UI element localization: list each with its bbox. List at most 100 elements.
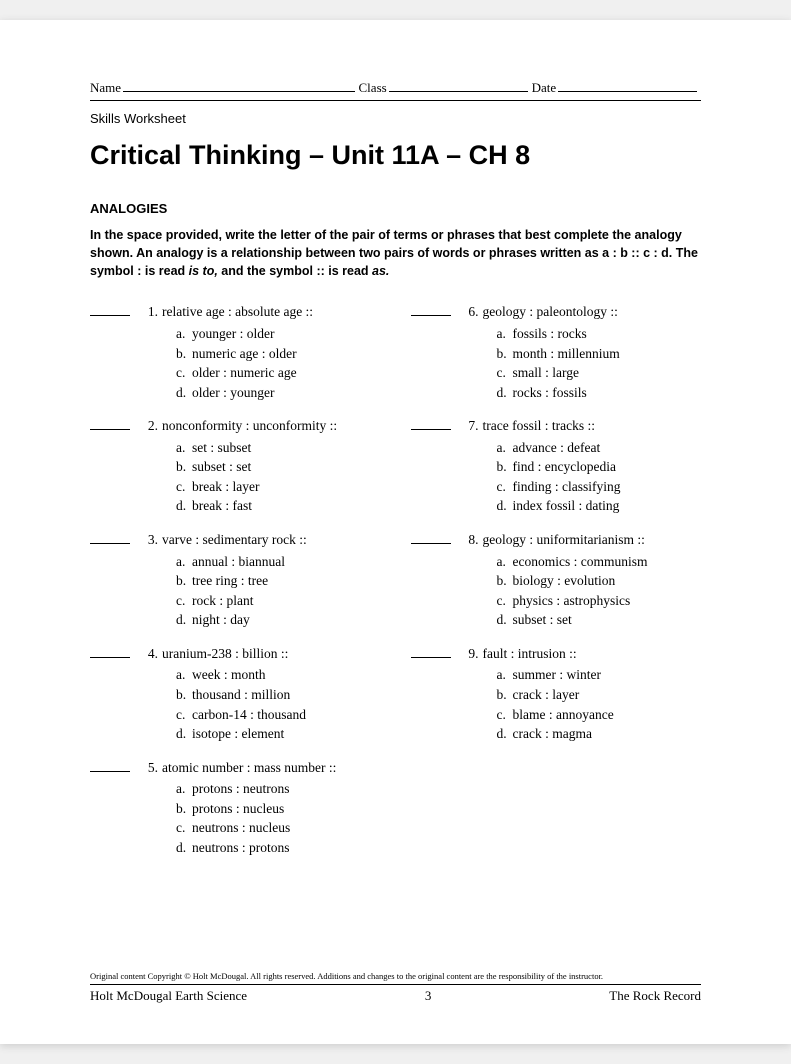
option-row: c.small : large xyxy=(497,363,702,383)
option-letter: b. xyxy=(176,685,192,705)
class-line[interactable] xyxy=(389,80,528,92)
right-column: 6.geology : paleontology ::a.fossils : r… xyxy=(411,302,702,871)
question-number: 3. xyxy=(140,530,158,630)
option-row: d.older : younger xyxy=(176,383,381,403)
option-row: b.protons : nucleus xyxy=(176,799,381,819)
option-letter: c. xyxy=(176,363,192,383)
option-row: a.week : month xyxy=(176,665,381,685)
footer: Original content Copyright © Holt McDoug… xyxy=(90,971,701,1004)
option-text: economics : communism xyxy=(513,552,648,572)
option-text: neutrons : nucleus xyxy=(192,818,290,838)
option-text: set : subset xyxy=(192,438,251,458)
option-text: older : younger xyxy=(192,383,274,403)
answer-blank[interactable] xyxy=(90,530,130,544)
option-letter: a. xyxy=(497,665,513,685)
option-text: night : day xyxy=(192,610,250,630)
header-rule xyxy=(90,100,701,101)
option-text: rocks : fossils xyxy=(513,383,587,403)
option-letter: c. xyxy=(176,477,192,497)
option-row: a.set : subset xyxy=(176,438,381,458)
option-text: break : fast xyxy=(192,496,252,516)
question: 4.uranium-238 : billion ::a.week : month… xyxy=(90,644,381,744)
option-row: b.biology : evolution xyxy=(497,571,702,591)
question-columns: 1.relative age : absolute age ::a.younge… xyxy=(90,302,701,871)
option-letter: c. xyxy=(176,591,192,611)
page-title: Critical Thinking – Unit 11A – CH 8 xyxy=(90,140,701,171)
option-row: d.crack : magma xyxy=(497,724,702,744)
option-letter: b. xyxy=(176,571,192,591)
option-letter: b. xyxy=(497,571,513,591)
date-line[interactable] xyxy=(558,80,697,92)
answer-blank[interactable] xyxy=(411,530,451,544)
answer-blank[interactable] xyxy=(411,416,451,430)
question-number: 1. xyxy=(140,302,158,402)
option-text: blame : annoyance xyxy=(513,705,614,725)
option-text: summer : winter xyxy=(513,665,601,685)
footer-row: Holt McDougal Earth Science 3 The Rock R… xyxy=(90,988,701,1004)
option-row: d.index fossil : dating xyxy=(497,496,702,516)
option-row: c.physics : astrophysics xyxy=(497,591,702,611)
option-letter: a. xyxy=(497,324,513,344)
options-list: a.younger : olderb.numeric age : olderc.… xyxy=(162,324,381,402)
option-row: a.economics : communism xyxy=(497,552,702,572)
option-row: b.find : encyclopedia xyxy=(497,457,702,477)
question: 1.relative age : absolute age ::a.younge… xyxy=(90,302,381,402)
answer-blank[interactable] xyxy=(90,302,130,316)
option-letter: a. xyxy=(497,438,513,458)
question-stem: atomic number : mass number :: xyxy=(162,758,381,778)
question: 6.geology : paleontology ::a.fossils : r… xyxy=(411,302,702,402)
option-text: subset : set xyxy=(513,610,572,630)
worksheet-page: Name Class Date Skills Worksheet Critica… xyxy=(0,20,791,1044)
option-text: advance : defeat xyxy=(513,438,601,458)
option-text: index fossil : dating xyxy=(513,496,620,516)
left-column: 1.relative age : absolute age ::a.younge… xyxy=(90,302,381,871)
option-row: d.isotope : element xyxy=(176,724,381,744)
option-letter: c. xyxy=(497,591,513,611)
question-body: trace fossil : tracks ::a.advance : defe… xyxy=(483,416,702,516)
question: 7.trace fossil : tracks ::a.advance : de… xyxy=(411,416,702,516)
option-letter: b. xyxy=(497,344,513,364)
option-row: c.finding : classifying xyxy=(497,477,702,497)
question-body: fault : intrusion ::a.summer : winterb.c… xyxy=(483,644,702,744)
question-stem: uranium-238 : billion :: xyxy=(162,644,381,664)
option-row: b.thousand : million xyxy=(176,685,381,705)
option-letter: b. xyxy=(176,457,192,477)
option-text: thousand : million xyxy=(192,685,290,705)
option-text: carbon-14 : thousand xyxy=(192,705,306,725)
option-row: a.annual : biannual xyxy=(176,552,381,572)
option-row: c.blame : annoyance xyxy=(497,705,702,725)
option-text: numeric age : older xyxy=(192,344,297,364)
answer-blank[interactable] xyxy=(90,416,130,430)
option-text: annual : biannual xyxy=(192,552,285,572)
question-stem: varve : sedimentary rock :: xyxy=(162,530,381,550)
question-stem: geology : uniformitarianism :: xyxy=(483,530,702,550)
question-body: varve : sedimentary rock ::a.annual : bi… xyxy=(162,530,381,630)
option-letter: d. xyxy=(176,383,192,403)
skills-label: Skills Worksheet xyxy=(90,111,701,126)
footer-center: 3 xyxy=(425,988,432,1004)
option-text: protons : nucleus xyxy=(192,799,284,819)
question: 5.atomic number : mass number ::a.proton… xyxy=(90,758,381,858)
option-text: protons : neutrons xyxy=(192,779,290,799)
option-letter: a. xyxy=(176,779,192,799)
option-text: physics : astrophysics xyxy=(513,591,631,611)
option-text: isotope : element xyxy=(192,724,284,744)
option-row: a.fossils : rocks xyxy=(497,324,702,344)
option-row: d.break : fast xyxy=(176,496,381,516)
option-row: a.advance : defeat xyxy=(497,438,702,458)
option-row: c.rock : plant xyxy=(176,591,381,611)
section-heading: ANALOGIES xyxy=(90,201,701,216)
name-line[interactable] xyxy=(123,80,354,92)
question-number: 9. xyxy=(461,644,479,744)
option-row: c.older : numeric age xyxy=(176,363,381,383)
answer-blank[interactable] xyxy=(411,644,451,658)
question-number: 7. xyxy=(461,416,479,516)
answer-blank[interactable] xyxy=(90,758,130,772)
options-list: a.economics : communismb.biology : evolu… xyxy=(483,552,702,630)
option-letter: b. xyxy=(176,799,192,819)
answer-blank[interactable] xyxy=(90,644,130,658)
question: 9.fault : intrusion ::a.summer : winterb… xyxy=(411,644,702,744)
option-letter: c. xyxy=(176,818,192,838)
answer-blank[interactable] xyxy=(411,302,451,316)
option-letter: d. xyxy=(497,724,513,744)
